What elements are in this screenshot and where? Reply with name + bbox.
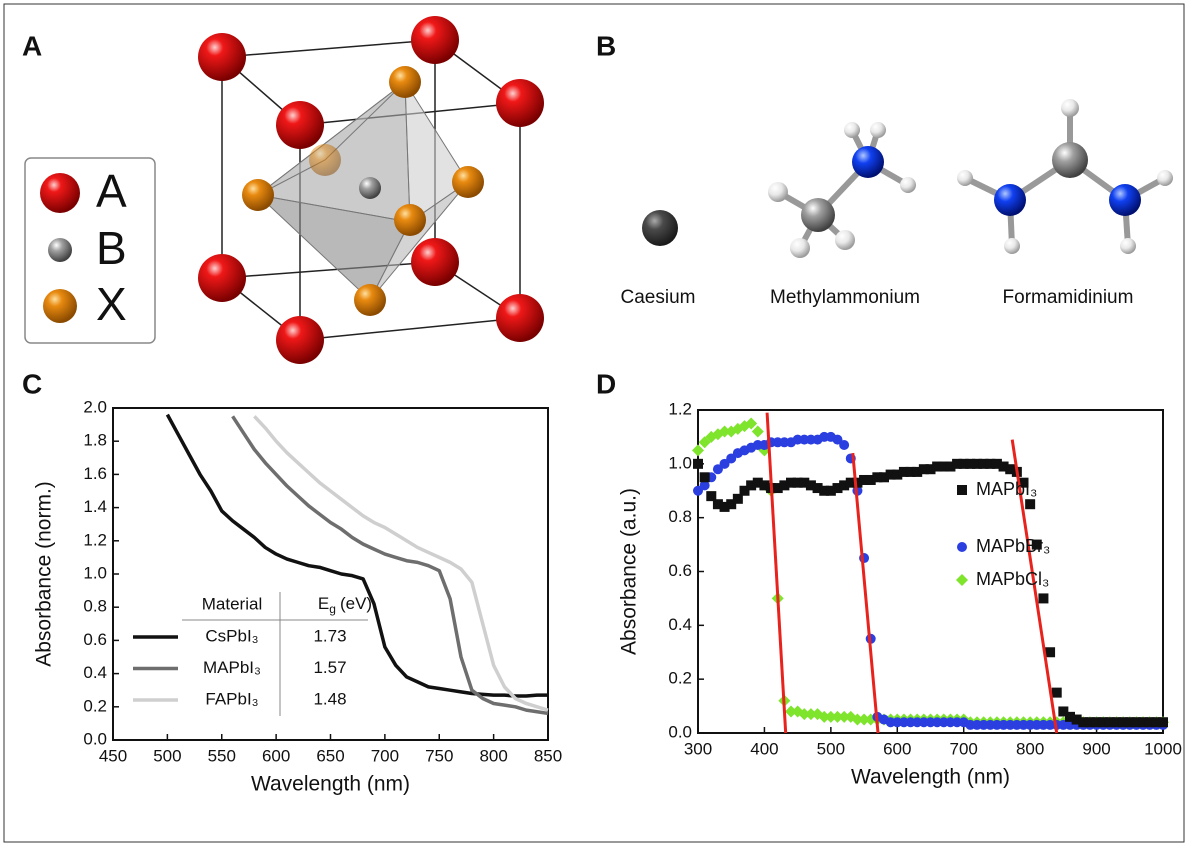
x-tick-label: 600 — [883, 739, 911, 758]
legend-label: A — [96, 165, 127, 217]
y-tick-label: 0.6 — [83, 630, 107, 649]
x-axis-title: Wavelength (nm) — [251, 773, 410, 796]
x-tick-label: 450 — [99, 746, 127, 765]
y-tick-label: 0.2 — [668, 669, 692, 688]
y-tick-label: 1.8 — [83, 431, 107, 450]
legend-label: MAPbCl₃ — [976, 569, 1049, 589]
y-axis-title: Absorbance (a.u.) — [618, 488, 641, 655]
marker — [839, 440, 849, 450]
panel-label: D — [596, 368, 616, 399]
y-tick-label: 0.4 — [668, 615, 692, 634]
marker — [752, 426, 764, 438]
table-header: Material — [202, 594, 262, 613]
x-tick-label: 650 — [316, 746, 344, 765]
y-tick-label: 0.8 — [668, 507, 692, 526]
molecule-label: Methylammonium — [770, 287, 920, 308]
y-tick-label: 0.8 — [83, 597, 107, 616]
legend-label: X — [96, 278, 127, 330]
x-tick-label: 400 — [750, 739, 778, 758]
panel-label: C — [22, 368, 42, 399]
x-tick-label: 700 — [950, 739, 978, 758]
legend-label: CsPbI₃ — [205, 626, 258, 645]
x-tick-label: 700 — [371, 746, 399, 765]
plot-frame — [698, 410, 1163, 733]
marker — [1158, 717, 1168, 727]
marker — [957, 542, 967, 552]
fit-line — [767, 413, 786, 733]
y-tick-label: 0.4 — [83, 663, 107, 682]
marker — [956, 574, 968, 586]
marker — [1038, 593, 1048, 603]
legend-label: MAPbBr₃ — [976, 536, 1050, 556]
x-tick-label: 500 — [817, 739, 845, 758]
x-tick-label: 850 — [534, 746, 562, 765]
legend-label: FAPbI₃ — [205, 689, 258, 708]
bandgap-value: 1.57 — [313, 658, 346, 677]
x-tick-label: 800 — [1016, 739, 1044, 758]
figure-frame — [4, 4, 1184, 842]
y-tick-label: 0.0 — [83, 729, 107, 748]
y-tick-label: 0.0 — [668, 722, 692, 741]
y-tick-label: 0.2 — [83, 696, 107, 715]
y-tick-label: 1.2 — [668, 399, 692, 418]
x-tick-label: 900 — [1082, 739, 1110, 758]
atoms — [198, 16, 544, 364]
y-tick-label: 0.6 — [668, 561, 692, 580]
figure: A A B X B Caesium Methylammonium Formami… — [0, 0, 1189, 847]
molecules — [642, 99, 1173, 258]
legend-label: B — [96, 222, 127, 274]
x-tick-label: 800 — [479, 746, 507, 765]
molecule-label: Formamidinium — [1003, 287, 1134, 308]
legend-label: MAPbI₃ — [976, 479, 1037, 499]
x-axis-title: Wavelength (nm) — [851, 766, 1010, 789]
y-tick-label: 1.6 — [83, 464, 107, 483]
marker — [700, 472, 710, 482]
y-tick-label: 1.4 — [83, 497, 107, 516]
y-tick-label: 1.0 — [83, 563, 107, 582]
eg-subscript: g — [329, 602, 336, 616]
x-tick-label: 750 — [425, 746, 453, 765]
marker — [1045, 647, 1055, 657]
fit-line — [853, 453, 878, 733]
y-tick-label: 2.0 — [83, 397, 107, 416]
table-header: Eg (eV) — [318, 594, 372, 616]
legend-label: MAPbI₃ — [203, 658, 261, 677]
marker — [1052, 688, 1062, 698]
panel-label: A — [22, 30, 42, 61]
panel-label: B — [596, 30, 616, 61]
eg-unit: (eV) — [340, 594, 372, 613]
x-tick-label: 1000 — [1144, 739, 1182, 758]
structure-legend: A B X — [25, 158, 155, 343]
x-tick-label: 600 — [262, 746, 290, 765]
x-tick-label: 550 — [208, 746, 236, 765]
bandgap-value: 1.73 — [313, 626, 346, 645]
y-tick-label: 1.2 — [83, 530, 107, 549]
molecule-label: Caesium — [621, 287, 696, 308]
eg-symbol: E — [318, 594, 329, 613]
x-tick-label: 300 — [684, 739, 712, 758]
x-tick-label: 500 — [153, 746, 181, 765]
marker — [692, 444, 704, 456]
y-tick-label: 1.0 — [668, 453, 692, 472]
bandgap-value: 1.48 — [313, 689, 346, 708]
marker — [1025, 499, 1035, 509]
marker — [957, 485, 967, 495]
y-axis-title: Absorbance (norm.) — [33, 481, 56, 667]
marker — [693, 459, 703, 469]
